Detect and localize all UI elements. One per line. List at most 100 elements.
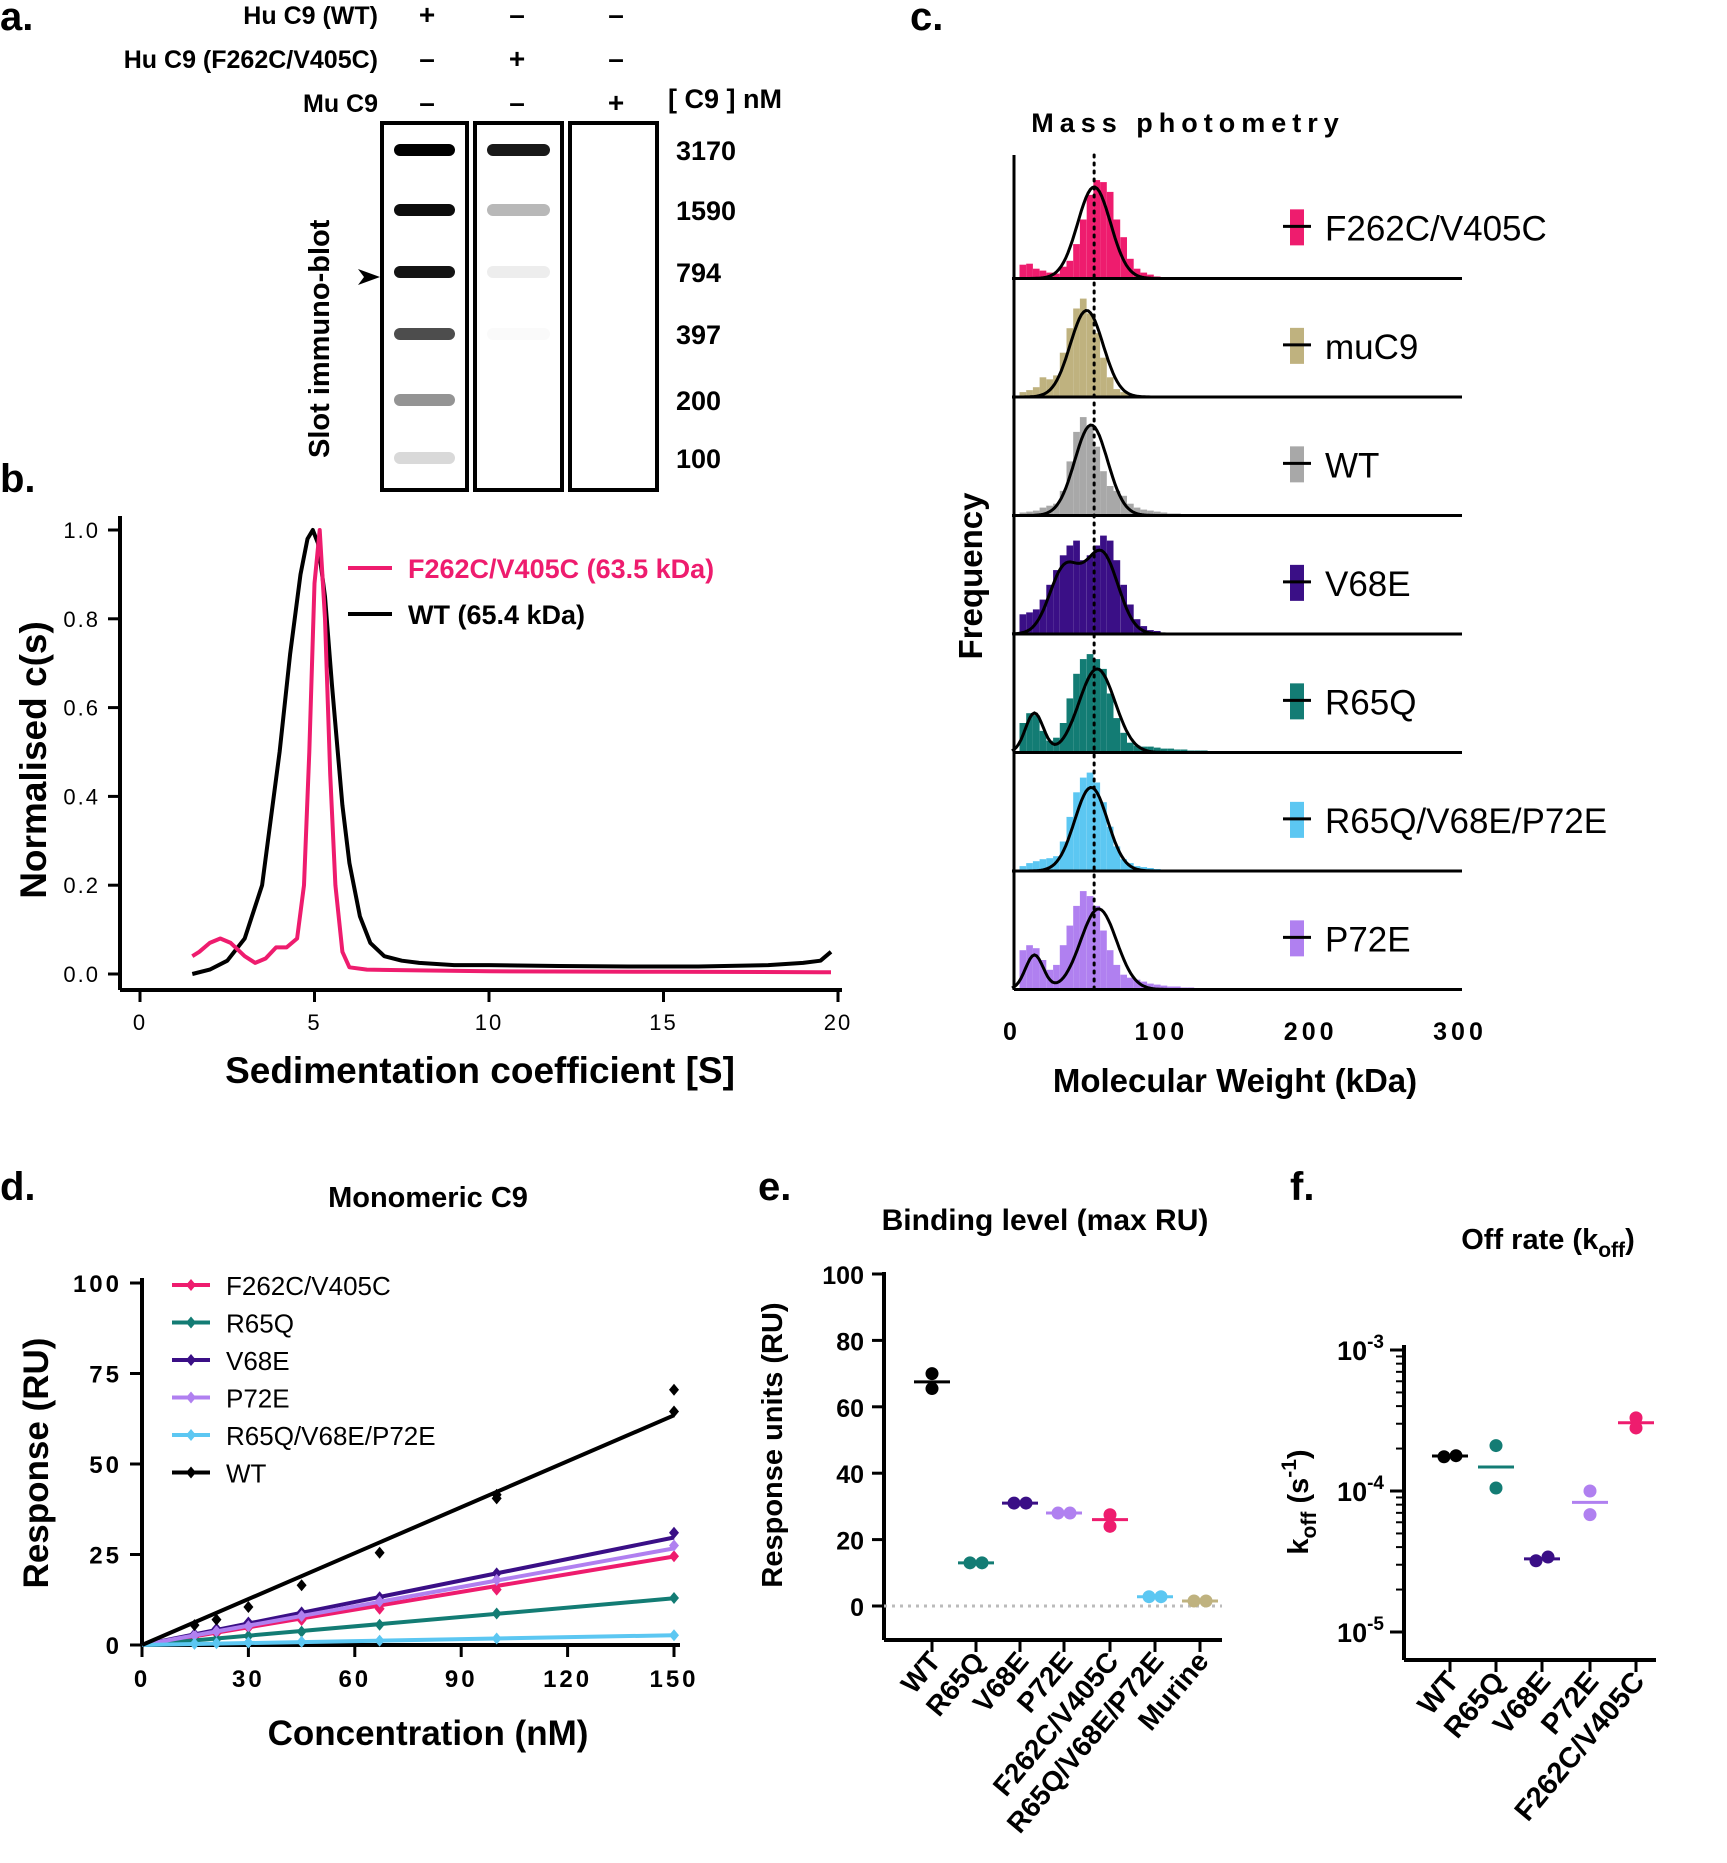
panel-a-letter: a. (0, 0, 33, 39)
hist-bar (1093, 545, 1101, 634)
blot-concentrations: 3170 1590 794 397 200 100 (676, 136, 736, 474)
hist-bar (1032, 510, 1040, 516)
data-point (374, 1602, 385, 1615)
y-axis-title: koff (s-1) (1278, 1449, 1321, 1554)
hist-bar (1026, 863, 1033, 871)
hist-bar (1019, 392, 1027, 397)
hist-bar (1113, 389, 1121, 397)
hist-bar (1086, 194, 1094, 279)
x-tick-label: 300 (1433, 1018, 1487, 1046)
hist-bar (1093, 180, 1101, 279)
fit-line-R65Q-V68E-P72E (141, 1633, 675, 1647)
hist-bar (1100, 668, 1107, 753)
legend-marker (186, 1316, 196, 1329)
data-point (975, 1556, 989, 1570)
hist-bar (1059, 352, 1067, 397)
hist-bar (1073, 540, 1080, 634)
blot-lanes (380, 121, 659, 492)
hist-bar (1106, 950, 1114, 990)
y-axis-title: Response units (RU) (757, 1302, 789, 1587)
hist-bar (1053, 273, 1060, 279)
data-point (296, 1635, 307, 1648)
hist-bar (1039, 599, 1047, 634)
blot-ylabel: Slot immuno-blot (304, 219, 336, 458)
data-point (211, 1613, 222, 1626)
data-point (669, 1526, 679, 1539)
x-tick-label: 100 (1134, 1018, 1188, 1046)
blot-band (487, 328, 550, 340)
hist-bar (1113, 846, 1121, 871)
x-axis-title: Sedimentation coefficient [S] (225, 1050, 735, 1091)
mark-r1-c0: – (419, 43, 435, 74)
blot-band (487, 266, 550, 278)
x-tick-label: 0 (134, 1666, 150, 1693)
hist-bar (1079, 891, 1087, 990)
y-tick-label: 50 (89, 1452, 122, 1479)
hist-bar (1127, 977, 1134, 990)
legend-label-P72E: P72E (1325, 920, 1411, 959)
legend-label-P72E: P72E (226, 1384, 290, 1414)
x-axis-title: Molecular Weight (kDa) (1053, 1062, 1417, 1099)
hist-bar (1053, 964, 1060, 990)
chart-title: Binding level (max RU) (882, 1204, 1209, 1237)
data-point (491, 1573, 502, 1586)
hist-bar (1019, 614, 1027, 634)
hist-bar (1073, 431, 1080, 516)
data-point (669, 1591, 679, 1604)
hist-bar (1026, 511, 1033, 516)
hist-bar (1147, 274, 1154, 279)
hist-bar (1100, 930, 1107, 990)
hist-bar (1059, 945, 1067, 990)
y-tick-label: 10-4 (1337, 1473, 1384, 1507)
hist-bar (1106, 377, 1114, 397)
legend-label: WT (65.4 kDa) (408, 600, 585, 630)
panel-f-letter: f. (1290, 1165, 1314, 1209)
data-point (1019, 1496, 1033, 1510)
legend-marker (186, 1279, 196, 1291)
title-subscript: off (1598, 1239, 1626, 1262)
hist-bar (1053, 570, 1060, 634)
blot-band (394, 144, 455, 156)
hist-bar (1019, 264, 1027, 279)
tick-base: 10 (1337, 1336, 1367, 1366)
chart-title: Off rate (koff) (1461, 1224, 1634, 1262)
hist-bar (1113, 560, 1121, 634)
hist-bar (1086, 654, 1094, 753)
data-point (669, 1539, 679, 1552)
legend-label-V68E: V68E (226, 1346, 290, 1376)
hist-bar (1066, 816, 1074, 871)
hist-bar (1039, 960, 1047, 990)
hist-bar (1133, 507, 1141, 516)
y-tick-label: 10-3 (1337, 1332, 1384, 1366)
data-point (189, 1629, 200, 1642)
hist-bar (1113, 964, 1121, 990)
tick-exponent: -3 (1367, 1332, 1384, 1353)
data-point (211, 1625, 222, 1638)
hist-bar (1059, 266, 1067, 279)
x-tick-label: 5 (307, 1010, 321, 1035)
y-tick-label: 0 (106, 1633, 122, 1660)
row-label-mu: Mu C9 (303, 90, 378, 118)
hist-bar (1120, 495, 1127, 516)
hist-bar (1026, 945, 1033, 990)
fit-line-P72E (141, 1546, 675, 1647)
hist-bar (1153, 511, 1161, 516)
data-point (1629, 1411, 1643, 1425)
hist-bar (1019, 950, 1027, 990)
y-axis-title: Normalised c(s) (13, 621, 54, 899)
mark-r1-c1: + (509, 43, 525, 74)
hist-bar (1079, 560, 1087, 634)
panel-e-letter: e. (758, 1165, 791, 1209)
data-point (1154, 1590, 1168, 1604)
blot-lane-2 (568, 121, 659, 492)
hist-bar (1093, 446, 1101, 516)
data-point (1007, 1496, 1021, 1510)
data-point (1142, 1590, 1156, 1604)
hist-bar (1140, 272, 1148, 279)
x-tick-label: 200 (1284, 1018, 1338, 1046)
conc-label-397: 397 (676, 320, 721, 350)
data-point (296, 1625, 307, 1638)
hist-bar (1039, 859, 1047, 871)
data-point (1583, 1484, 1597, 1498)
hist-bar (1106, 191, 1114, 279)
